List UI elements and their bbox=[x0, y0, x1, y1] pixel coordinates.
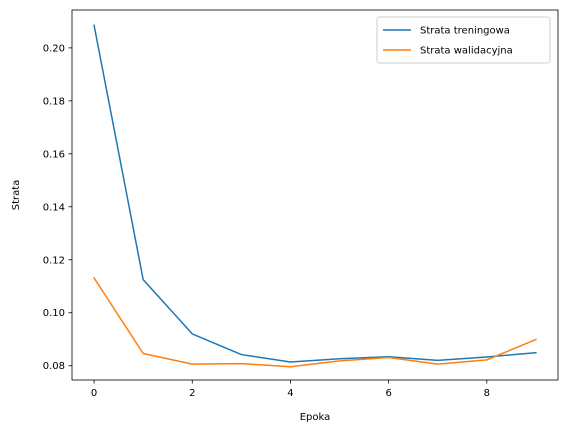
legend-label-2: Strata walidacyjna bbox=[420, 46, 513, 57]
x-tick-label: 6 bbox=[385, 388, 391, 399]
series-lines bbox=[93, 24, 537, 368]
y-tick-label: 0.10 bbox=[43, 308, 65, 319]
series-line-2 bbox=[93, 276, 537, 368]
legend-label-1: Strata treningowa bbox=[420, 26, 510, 37]
axes bbox=[71, 9, 559, 381]
y-axis-label: Strata bbox=[11, 180, 22, 211]
y-tick-label: 0.08 bbox=[43, 361, 65, 372]
legend: Strata treningowa Strata walidacyjna bbox=[376, 16, 551, 64]
y-tick-label: 0.12 bbox=[43, 255, 65, 266]
x-axis-label: Epoka bbox=[300, 412, 331, 423]
x-tick-label: 8 bbox=[484, 388, 490, 399]
y-tick-label: 0.14 bbox=[43, 202, 65, 213]
y-tick-label: 0.18 bbox=[43, 96, 65, 107]
x-ticks: 0 2 4 6 8 bbox=[91, 380, 490, 399]
x-tick-label: 2 bbox=[189, 388, 195, 399]
y-tick-label: 0.20 bbox=[43, 43, 65, 54]
y-ticks: 0.08 0.10 0.12 0.14 0.16 0.18 0.20 bbox=[43, 43, 72, 372]
x-tick-label: 4 bbox=[287, 388, 293, 399]
plot-area bbox=[72, 10, 558, 380]
axes-frame bbox=[71, 9, 559, 381]
legend-box bbox=[376, 16, 551, 64]
x-tick-label: 0 bbox=[91, 388, 97, 399]
y-tick-label: 0.16 bbox=[43, 149, 65, 160]
series-line-1 bbox=[93, 24, 537, 363]
